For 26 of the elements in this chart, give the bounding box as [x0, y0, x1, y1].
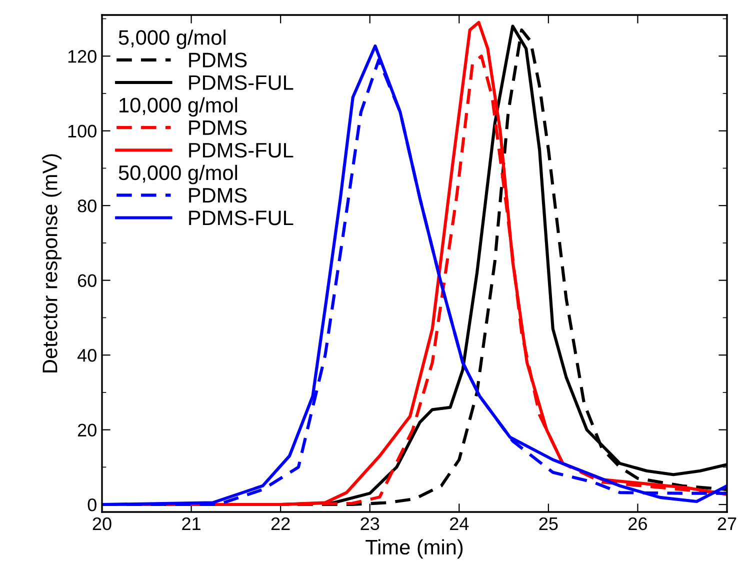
x-axis-title: Time (min): [366, 539, 463, 559]
y-axis-title: Detector response (mV): [42, 154, 62, 372]
x-tick-label: 20: [92, 517, 112, 530]
y-tick-label: 0: [88, 498, 96, 512]
y-tick-label: 40: [77, 348, 96, 362]
y-tick-label: 100: [68, 124, 96, 138]
legend-label: PDMS: [189, 188, 247, 203]
legend-label: PDMS: [189, 120, 247, 136]
annotation: 10,000 g/mol: [120, 97, 238, 117]
y-tick-label: 120: [68, 50, 96, 63]
annotation: 5,000 g/mol: [118, 30, 226, 50]
x-tick-label: 22: [271, 517, 290, 530]
x-tick-label: 26: [628, 517, 647, 530]
y-tick-label: 60: [78, 274, 96, 288]
legend-label: PDMS-FUL: [189, 210, 294, 226]
x-tick-label: 24: [450, 517, 469, 530]
annotation: 50,000 g/mol: [118, 164, 238, 184]
legend-label: PDMS-FUL: [189, 142, 294, 158]
x-tick-label: 23: [360, 517, 380, 530]
legend-label: PDMS-FUL: [189, 75, 294, 90]
x-tick-label: 27: [718, 517, 736, 530]
x-tick-label: 21: [182, 517, 200, 530]
y-tick-label: 20: [78, 424, 96, 437]
legend-label: PDMS: [189, 52, 247, 68]
y-tick-label: 80: [78, 200, 96, 212]
x-tick-label: 25: [539, 517, 558, 530]
